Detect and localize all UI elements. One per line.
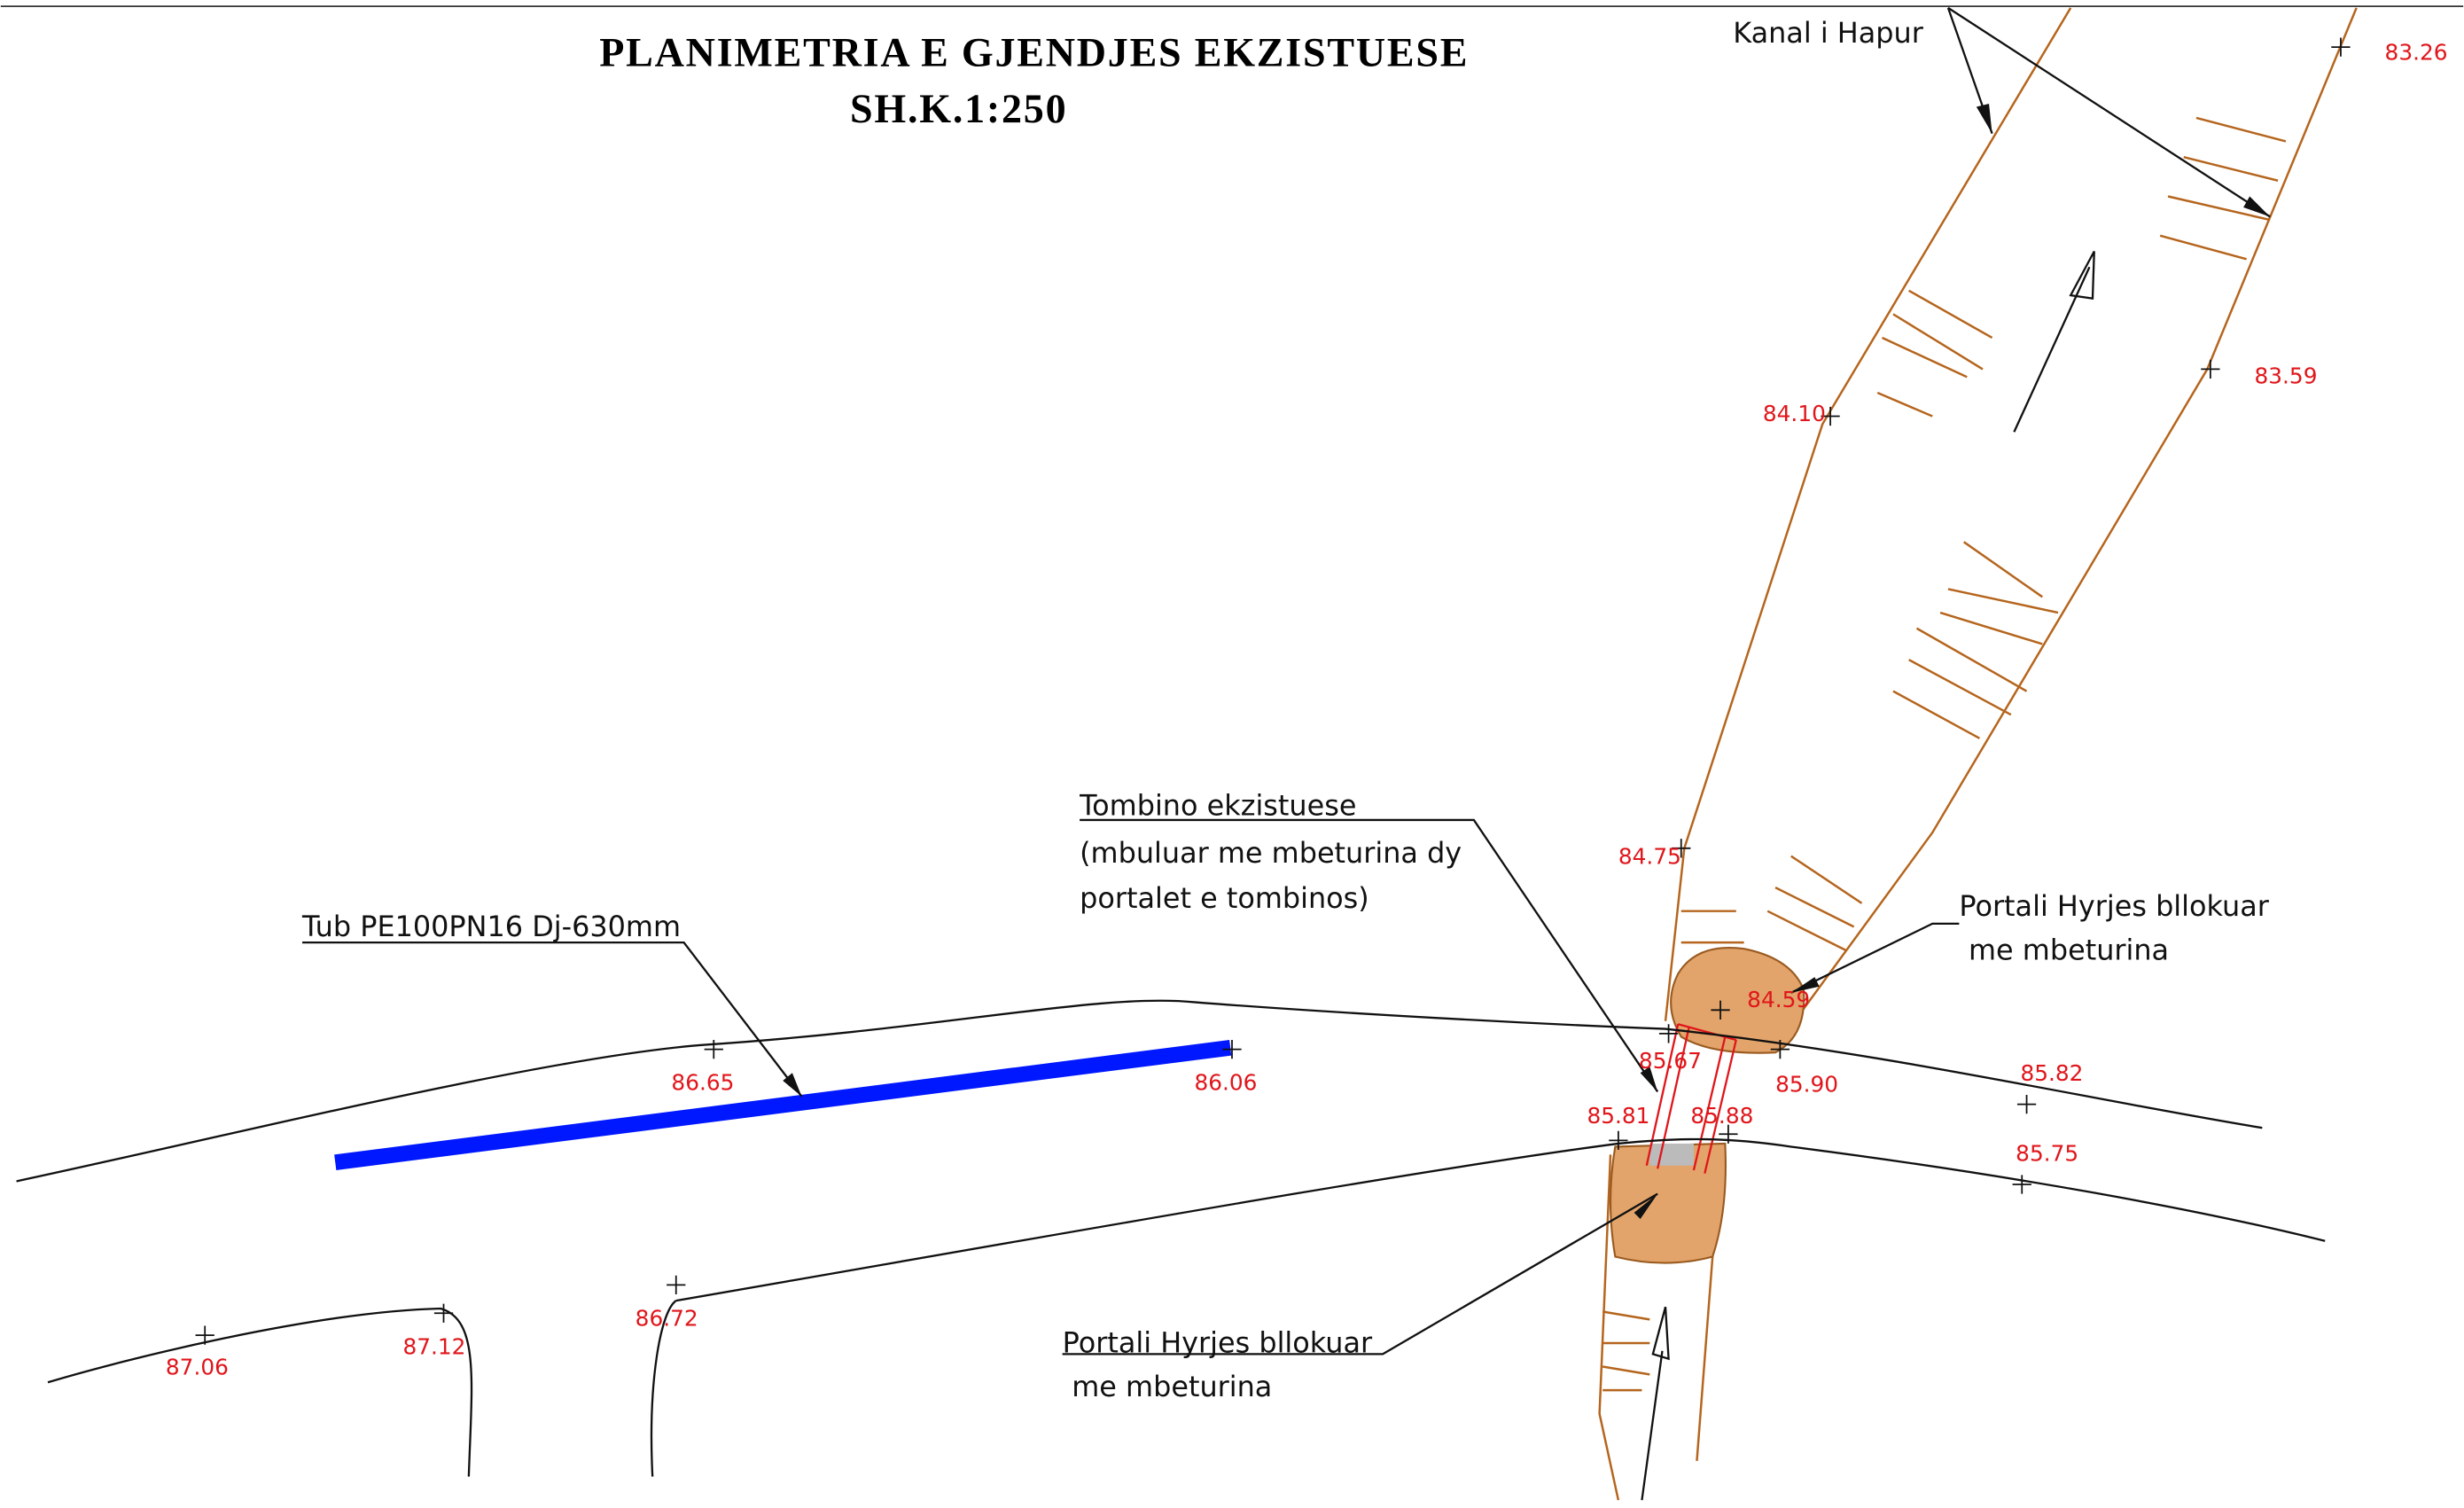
elevation-label: 86.65 <box>671 1070 734 1096</box>
portal-label: me mbeturina <box>1969 934 2169 967</box>
elevation-label: 85.67 <box>1639 1048 1702 1074</box>
portal-label: Portali Hyrjes bllokuar <box>1959 889 2269 923</box>
survey-point <box>2016 1094 2037 1114</box>
canal <box>1598 7 2358 1501</box>
survey-point <box>1222 1039 1242 1059</box>
survey-point <box>1719 1124 1738 1144</box>
survey-point <box>667 1275 686 1295</box>
elevation-label: 84.75 <box>1618 844 1681 870</box>
title: PLANIMETRIA E GJENDJES EKZISTUESE <box>599 29 1469 74</box>
elevation-label: 85.82 <box>2020 1060 2083 1086</box>
leaders <box>302 6 2271 1356</box>
survey-point <box>1821 406 1840 426</box>
survey-point <box>2201 359 2220 379</box>
survey-point <box>1770 1039 1790 1059</box>
survey-point <box>195 1325 214 1345</box>
culvert-opening <box>1649 1143 1694 1166</box>
elevation-label: 87.06 <box>166 1354 229 1379</box>
elevation-label: 85.75 <box>2016 1140 2078 1166</box>
elevation-label: 86.06 <box>1194 1070 1257 1096</box>
portal-label: Portali Hyrjes bllokuar <box>1063 1326 1373 1360</box>
debris-upper <box>1670 947 1805 1054</box>
survey-point <box>1609 1130 1628 1151</box>
pipe-label: Tub PE100PN16 Dj-630mm <box>301 910 681 943</box>
survey-point <box>433 1303 454 1323</box>
survey-point <box>1658 1024 1679 1043</box>
elevation-label: 85.90 <box>1775 1071 1838 1097</box>
culvert-end <box>1677 1023 1737 1042</box>
road-lines <box>16 999 2326 1477</box>
elevation-label: 84.10 <box>1763 401 1826 426</box>
elevation-label: 84.59 <box>1747 987 1810 1012</box>
elevation-label: 87.12 <box>402 1333 465 1359</box>
elevation-label: 86.72 <box>635 1305 698 1331</box>
survey-point <box>2012 1175 2031 1194</box>
culvert-label: portalet e tombinos) <box>1080 881 1369 915</box>
survey-point <box>2331 37 2351 57</box>
pipe <box>334 1040 1232 1170</box>
elevation-label: 83.26 <box>2385 39 2448 65</box>
elevation-label: 85.81 <box>1587 1103 1649 1129</box>
survey-point <box>1711 1000 1730 1020</box>
portal-label: me mbeturina <box>1072 1370 1272 1403</box>
elevation-points: 83.26 83.59 84.10 84.75 84.59 85.67 85.81 85.88… <box>166 37 2448 1379</box>
culvert-label: (mbuluar me mbeturina dy <box>1080 836 1462 870</box>
elevation-label: 85.88 <box>1690 1103 1753 1129</box>
survey-point <box>1672 839 1691 858</box>
culvert <box>1645 1024 1737 1174</box>
survey-point <box>704 1039 723 1059</box>
scale: SH.K.1:250 <box>850 86 1067 131</box>
elevation-label: 83.59 <box>2254 363 2317 388</box>
culvert-label: Tombino ekzistuese <box>1079 789 1356 823</box>
debris-lower <box>1609 1142 1727 1264</box>
canal-label: Kanal i Hapur <box>1733 16 1924 50</box>
